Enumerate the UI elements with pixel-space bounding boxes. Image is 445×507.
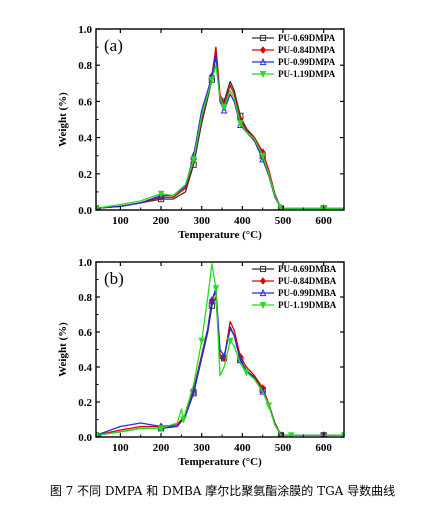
data-point-PU-1.19DMBA <box>198 337 205 345</box>
panel-label: (a) <box>104 36 123 55</box>
panel-label: (b) <box>104 269 124 288</box>
legend-label: PU-0.99DMBA <box>278 288 337 298</box>
x-tick-label: 600 <box>315 215 332 227</box>
data-point-PU-1.19DMPA <box>220 103 228 111</box>
legend-marker-PU-0.99DMBA <box>259 288 267 297</box>
y-tick-label: 0.8 <box>78 60 92 72</box>
legend-marker-PU-0.99DMPA <box>259 57 267 66</box>
x-axis-title: Temperature (°C) <box>178 456 262 468</box>
series-line-PU-1.19DMBA <box>96 263 344 436</box>
data-point-PU-0.99DMBA <box>259 387 267 395</box>
x-tick-label: 200 <box>153 442 170 454</box>
y-tick-label: 0.2 <box>78 397 92 409</box>
figure-caption: 图 7 不同 DMPA 和 DMBA 摩尔比聚氨酯涂膜的 TGA 导数曲线 <box>49 484 396 498</box>
x-tick-label: 600 <box>315 442 332 454</box>
data-point-PU-1.19DMPA <box>208 76 216 84</box>
data-point-PU-1.19DMBA <box>212 285 220 293</box>
legend-marker-PU-0.69DMPA <box>259 34 267 42</box>
x-tick-label: 500 <box>275 215 292 227</box>
x-tick-label: 400 <box>234 215 251 227</box>
legend-label: PU-0.84DMBA <box>278 276 337 286</box>
legend: PU-0.69DMBA PU-0.84DMBA PU-0.99DMBA PU-1.19… <box>252 264 337 310</box>
legend-label: PU-0.84DMPA <box>278 45 336 55</box>
legend-label: PU-0.99DMPA <box>278 57 336 67</box>
legend-marker-PU-1.19DMBA <box>259 302 267 310</box>
legend-marker-PU-1.19DMPA <box>259 71 267 79</box>
y-tick-label: 1.0 <box>78 257 92 269</box>
x-tick-label: 100 <box>112 215 129 227</box>
panel-b: 100 200 300 400 500 600 0.0 0.2 0.4 0.6 0.8 1.0 Temp… <box>57 257 345 468</box>
data-point-PU-1.19DMPA <box>237 120 244 128</box>
legend-marker-PU-0.84DMPA <box>259 46 267 54</box>
data-point-PU-1.19DMBA <box>287 432 295 437</box>
data-point-PU-1.19DMPA <box>259 152 266 160</box>
series-line-PU-0.99DMBA <box>96 287 344 436</box>
plot-area <box>96 46 344 210</box>
legend: PU-0.69DMPA PU-0.84DMPA PU-0.99DMPA PU-1.19… <box>252 33 336 79</box>
y-tick-label: 0.2 <box>78 169 92 181</box>
data-point-PU-0.99DMBA <box>220 352 228 360</box>
x-tick-label: 300 <box>193 442 210 454</box>
x-tick-label: 200 <box>153 215 170 227</box>
y-axis-title: Weight (%) <box>57 92 69 147</box>
y-tick-label: 0.4 <box>78 362 92 374</box>
data-point-PU-0.99DMPA <box>220 106 228 114</box>
data-point-PU-1.19DMPA <box>157 190 165 198</box>
y-tick-label: 0.4 <box>78 133 92 145</box>
legend-label: PU-0.69DMBA <box>278 264 337 274</box>
y-axis-title: Weight (%) <box>57 322 69 377</box>
x-tick-label: 500 <box>275 442 292 454</box>
data-point-PU-1.19DMPA <box>190 156 197 164</box>
data-point-PU-0.99DMBA <box>208 296 216 304</box>
y-tick-label: 0.8 <box>78 292 92 304</box>
legend-label: PU-1.19DMBA <box>278 300 337 310</box>
legend-marker-PU-0.69DMBA <box>259 265 267 273</box>
data-point-PU-1.19DMPA <box>277 205 285 210</box>
y-tick-label: 0.6 <box>78 327 92 339</box>
y-tick-label: 0.6 <box>78 96 92 108</box>
x-tick-label: 300 <box>193 215 210 227</box>
data-point-PU-0.99DMPA <box>157 191 165 199</box>
data-point-PU-1.19DMBA <box>226 337 234 345</box>
figure: 100 200 300 400 500 600 0.0 0.2 0.4 0.6 0.8 1.0 Temp… <box>57 24 345 468</box>
series-line-PU-0.69DMPA <box>96 55 344 209</box>
legend-marker-PU-0.84DMBA <box>259 277 267 285</box>
legend-label: PU-1.19DMPA <box>278 69 336 79</box>
series-line-PU-1.19DMPA <box>96 64 344 209</box>
data-point-PU-1.19DMBA <box>180 416 187 424</box>
x-axis-title: Temperature (°C) <box>178 229 262 241</box>
panel-a: 100 200 300 400 500 600 0.0 0.2 0.4 0.6 0.8 1.0 Temp… <box>57 24 345 241</box>
data-point-PU-1.19DMBA <box>243 369 250 377</box>
x-tick-label: 400 <box>234 442 251 454</box>
data-point-PU-1.19DMBA <box>157 425 165 433</box>
y-tick-label: 0.0 <box>78 432 92 444</box>
legend-label: PU-0.69DMPA <box>278 33 336 43</box>
data-point-PU-1.19DMBA <box>265 402 273 410</box>
x-tick-label: 100 <box>112 442 129 454</box>
y-tick-label: 0.0 <box>78 205 92 217</box>
plot-area <box>96 263 344 437</box>
y-tick-label: 1.0 <box>78 24 92 36</box>
